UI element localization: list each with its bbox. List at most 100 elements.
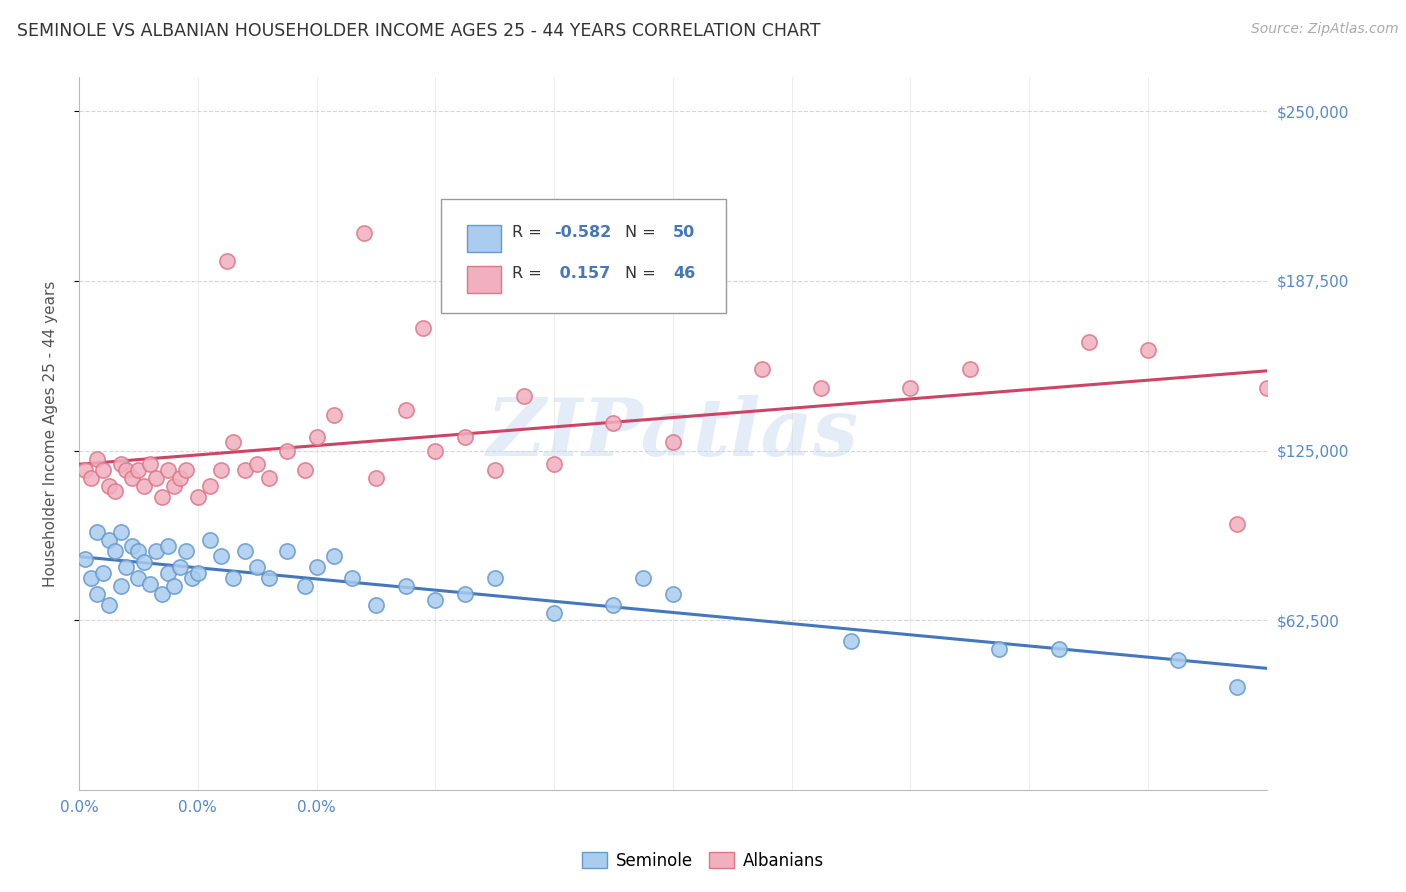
Point (662, 587, 685, 601)
Text: N =: N = (626, 226, 661, 240)
Point (900, 381, 922, 395)
Point (412, 321, 434, 335)
Point (217, 253, 239, 268)
Point (294, 462, 316, 476)
Point (145, 544, 167, 558)
Point (86, 451, 108, 466)
Point (305, 430, 328, 444)
Point (198, 479, 221, 493)
Point (425, 443, 447, 458)
Point (1226, 680, 1249, 694)
Point (454, 587, 477, 601)
Point (257, 571, 280, 585)
Point (163, 579, 186, 593)
Point (150, 587, 173, 601)
Point (157, 462, 180, 476)
Point (115, 462, 138, 476)
Point (276, 544, 298, 558)
Point (353, 227, 375, 241)
Text: -0.582: -0.582 (554, 226, 612, 240)
Point (631, 571, 654, 585)
Point (187, 566, 209, 580)
Point (323, 409, 346, 423)
Point (246, 560, 269, 574)
Point (839, 633, 862, 648)
Point (513, 389, 536, 403)
Text: 50: 50 (673, 226, 695, 240)
Point (139, 576, 162, 591)
Point (103, 484, 125, 499)
Point (121, 471, 143, 485)
Point (198, 533, 221, 548)
Point (157, 566, 180, 580)
Point (543, 607, 565, 621)
Bar (467, 266, 501, 293)
Point (425, 592, 447, 607)
Point (211, 462, 233, 476)
Point (150, 490, 173, 504)
Point (73, 552, 96, 566)
Point (187, 490, 209, 504)
Text: Source: ZipAtlas.com: Source: ZipAtlas.com (1251, 22, 1399, 37)
Point (1226, 516, 1249, 531)
Point (751, 362, 773, 376)
Point (80, 571, 103, 585)
Point (91, 566, 114, 580)
Point (174, 544, 197, 558)
FancyBboxPatch shape (441, 199, 727, 312)
Point (121, 539, 143, 553)
Text: 46: 46 (673, 266, 695, 281)
Text: R =: R = (513, 226, 547, 240)
Point (323, 549, 346, 564)
Point (257, 471, 280, 485)
Point (110, 457, 132, 471)
Legend: Seminole, Albanians: Seminole, Albanians (575, 845, 831, 877)
Point (180, 571, 202, 585)
Point (233, 462, 256, 476)
Text: R =: R = (513, 266, 547, 281)
Point (115, 560, 138, 574)
Point (394, 403, 416, 417)
Point (145, 471, 167, 485)
Point (211, 549, 233, 564)
Point (1167, 652, 1189, 666)
Point (169, 471, 191, 485)
Text: ZIPatlas: ZIPatlas (486, 395, 859, 473)
Point (1047, 641, 1070, 656)
Point (86, 587, 108, 601)
Text: 0.157: 0.157 (554, 266, 610, 281)
Point (134, 555, 156, 569)
Point (103, 544, 125, 558)
Point (127, 571, 149, 585)
Point (543, 457, 565, 471)
Point (364, 471, 387, 485)
Point (222, 571, 245, 585)
Point (988, 641, 1011, 656)
Point (174, 462, 197, 476)
Point (222, 435, 245, 450)
Point (959, 362, 981, 376)
Point (86, 524, 108, 539)
Point (157, 539, 180, 553)
Point (294, 579, 316, 593)
Point (91, 462, 114, 476)
Point (110, 579, 132, 593)
Point (73, 462, 96, 476)
Point (110, 524, 132, 539)
Point (1077, 334, 1099, 349)
Bar (467, 225, 501, 252)
Point (127, 544, 149, 558)
Point (454, 430, 477, 444)
Point (810, 381, 832, 395)
Point (233, 544, 256, 558)
Point (97, 533, 120, 548)
Point (163, 479, 186, 493)
Point (484, 462, 506, 476)
Point (602, 417, 624, 431)
Point (484, 571, 506, 585)
Point (602, 599, 624, 613)
Point (1256, 381, 1278, 395)
Point (134, 479, 156, 493)
Point (97, 599, 120, 613)
Point (139, 457, 162, 471)
